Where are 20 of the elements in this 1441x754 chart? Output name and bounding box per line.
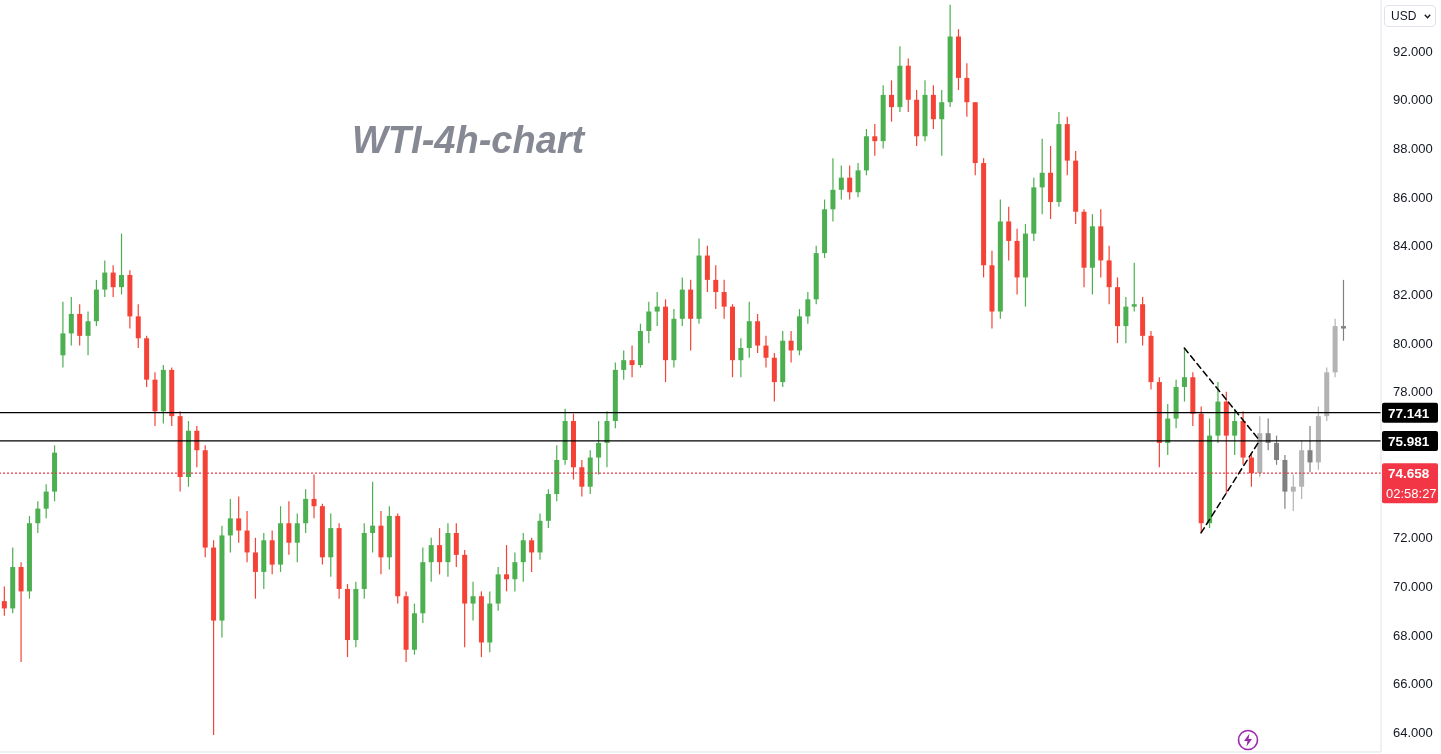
ref-line-label: 77.141 (1388, 405, 1430, 421)
y-tick-label: 92.000 (1393, 43, 1433, 59)
y-tick-label: 84.000 (1393, 238, 1433, 254)
y-tick-label: 86.000 (1393, 189, 1433, 205)
y-tick-label: 78.000 (1393, 384, 1433, 400)
ref-line-label: 75.981 (1388, 433, 1430, 449)
y-tick-label: 72.000 (1393, 530, 1433, 546)
y-tick-label: 88.000 (1393, 141, 1433, 157)
y-axis-title: USD (1391, 9, 1417, 23)
y-tick-label: 66.000 (1393, 676, 1433, 692)
y-tick-label: 82.000 (1393, 287, 1433, 303)
y-tick-label: 80.000 (1393, 335, 1433, 351)
dropdown-button: USD (1384, 5, 1436, 27)
y-tick-label: 90.000 (1393, 92, 1433, 108)
y-tick-label: 70.000 (1393, 579, 1433, 595)
y-tick-label: 64.000 (1393, 725, 1433, 741)
y-tick-label: 68.000 (1393, 627, 1433, 643)
text: 02:58:27 (1386, 486, 1437, 502)
text: WTI-4h-chart (352, 119, 585, 161)
ref-line-label: 74.658 (1388, 466, 1430, 482)
